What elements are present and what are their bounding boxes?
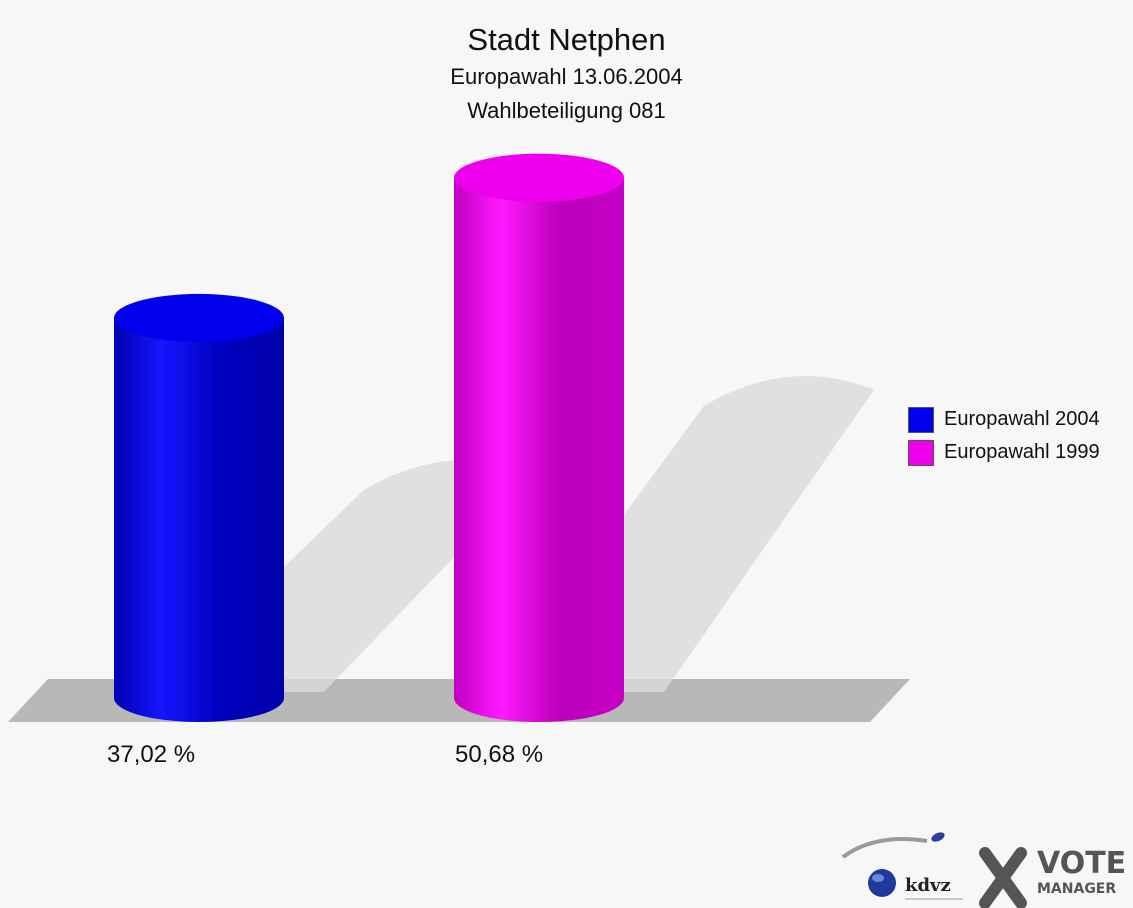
svg-text:MANAGER: MANAGER	[1037, 881, 1116, 897]
bar-0	[114, 317, 284, 722]
bar-1	[454, 177, 624, 722]
legend: Europawahl 2004 Europawahl 1999	[908, 403, 1100, 469]
svg-text:VOTE: VOTE	[1037, 846, 1126, 881]
legend-swatch-1999	[908, 439, 934, 466]
legend-label-2004: Europawahl 2004	[944, 408, 1100, 430]
value-label-2004: 37,02 %	[107, 741, 196, 768]
legend-item-2004: Europawahl 2004	[908, 403, 1100, 436]
legend-item-1999: Europawahl 1999	[908, 436, 1100, 469]
chart-title: Stadt Netphen	[467, 22, 666, 57]
value-label-1999: 50,68 %	[455, 741, 544, 768]
legend-label-1999: Europawahl 1999	[944, 441, 1100, 463]
chart-subtitle-turnout: Wahlbeteiligung 081	[467, 98, 666, 123]
svg-text:kdvz: kdvz	[905, 875, 951, 896]
bar-top-1	[454, 153, 624, 202]
chart-subtitle-date: Europawahl 13.06.2004	[450, 64, 683, 89]
legend-swatch-2004	[908, 406, 934, 433]
bar-top-0	[114, 293, 284, 342]
kdvz-vote-manager-logo: kdvz VOTE MANAGER	[841, 832, 1126, 908]
